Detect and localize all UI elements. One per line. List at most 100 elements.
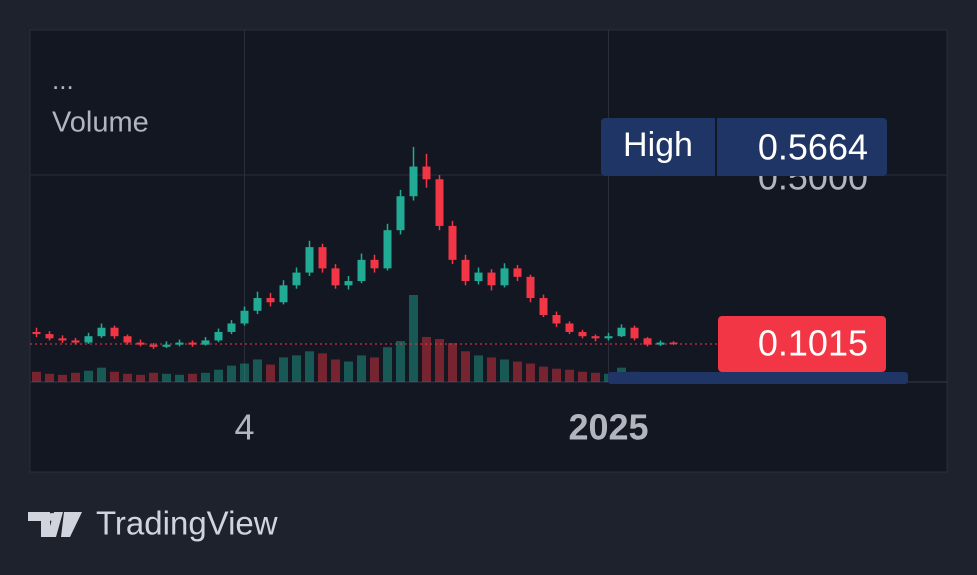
candle-body <box>97 327 106 337</box>
volume-bar <box>58 374 67 382</box>
candle-body <box>461 259 470 282</box>
candle-body <box>84 336 93 343</box>
volume-bar <box>513 361 522 382</box>
volume-bar <box>84 370 93 382</box>
volume-bar <box>110 371 119 382</box>
candle-body <box>643 338 652 345</box>
axis-badge <box>608 372 908 384</box>
candle-body <box>175 342 184 345</box>
high-badge: High 0.5664 <box>601 118 887 176</box>
candle-body <box>149 344 158 347</box>
candle-body <box>409 166 418 197</box>
last-price-badge: 0.1015 <box>718 316 886 372</box>
menu-dots[interactable]: ... <box>52 65 74 95</box>
candle-body <box>448 225 457 260</box>
candle-body <box>266 298 275 303</box>
volume-bar <box>357 355 366 382</box>
volume-bar <box>227 365 236 382</box>
candle-body <box>58 338 67 341</box>
candle-body <box>539 298 548 315</box>
volume-bar <box>266 364 275 382</box>
volume-bar <box>500 359 509 382</box>
brand: TradingView <box>28 505 278 542</box>
candle-body <box>617 327 626 337</box>
volume-bar <box>591 372 600 382</box>
volume-bar <box>240 363 249 382</box>
candle-body <box>487 272 496 286</box>
volume-bar <box>409 295 418 382</box>
candle-body <box>591 336 600 339</box>
chart-panel <box>29 29 948 473</box>
candle-body <box>500 268 509 286</box>
volume-bar <box>188 373 197 382</box>
volume-bar <box>331 359 340 382</box>
volume-bar <box>448 343 457 382</box>
volume-bar <box>474 355 483 382</box>
last-price-bg <box>718 316 886 372</box>
candle-body <box>656 342 665 345</box>
candle-body <box>110 327 119 337</box>
volume-bar <box>97 367 106 382</box>
candle-body <box>422 166 431 180</box>
volume-bar <box>487 357 496 382</box>
volume-bar <box>526 363 535 382</box>
x-tick-label: 4 <box>234 407 254 448</box>
candle-body <box>565 323 574 332</box>
volume-bar <box>422 336 431 382</box>
candle-body <box>552 314 561 324</box>
candle-body <box>669 342 678 345</box>
volume-bar <box>565 369 574 382</box>
volume-bar <box>292 355 301 382</box>
candle-body <box>578 331 587 337</box>
volume-bar <box>435 339 444 382</box>
volume-bar <box>279 357 288 382</box>
candle-body <box>344 281 353 286</box>
candle-body <box>292 272 301 286</box>
high-badge-bg <box>601 118 887 176</box>
brand-logo <box>28 512 82 537</box>
x-tick-label: 2025 <box>568 407 648 448</box>
high-value: 0.5664 <box>758 127 868 168</box>
candle-body <box>136 342 145 345</box>
volume-bar <box>162 373 171 382</box>
volume-bar <box>123 373 132 382</box>
candle-body <box>240 310 249 324</box>
last-price: 0.1015 <box>758 323 868 364</box>
volume-bar <box>383 347 392 382</box>
candle-body <box>32 331 41 335</box>
candle-body <box>383 230 392 269</box>
candle-body <box>630 327 639 339</box>
candle-body <box>331 268 340 286</box>
candle-body <box>318 247 327 269</box>
candle-body <box>513 268 522 277</box>
candle-body <box>526 276 535 299</box>
volume-bar <box>136 374 145 382</box>
candle-body <box>227 323 236 332</box>
candle-body <box>71 340 80 343</box>
volume-bar <box>253 359 262 382</box>
volume-bar <box>318 353 327 382</box>
volume-bar <box>552 368 561 382</box>
candle-body <box>253 298 262 311</box>
candle-body <box>357 259 366 282</box>
candle-body <box>201 340 210 345</box>
volume-bar <box>32 371 41 382</box>
candle-body <box>123 336 132 343</box>
volume-bar <box>175 374 184 382</box>
candle-body <box>305 247 314 273</box>
volume-bar <box>578 371 587 382</box>
volume-bar <box>539 366 548 382</box>
candle-body <box>370 259 379 269</box>
candle-body <box>435 179 444 226</box>
candle-body <box>279 285 288 303</box>
volume-bar <box>149 372 158 382</box>
candle-body <box>474 272 483 282</box>
volume-bar <box>370 357 379 382</box>
volume-bar <box>461 351 470 382</box>
candle-body <box>45 334 54 339</box>
volume-bar <box>396 341 405 382</box>
volume-bar <box>45 373 54 382</box>
